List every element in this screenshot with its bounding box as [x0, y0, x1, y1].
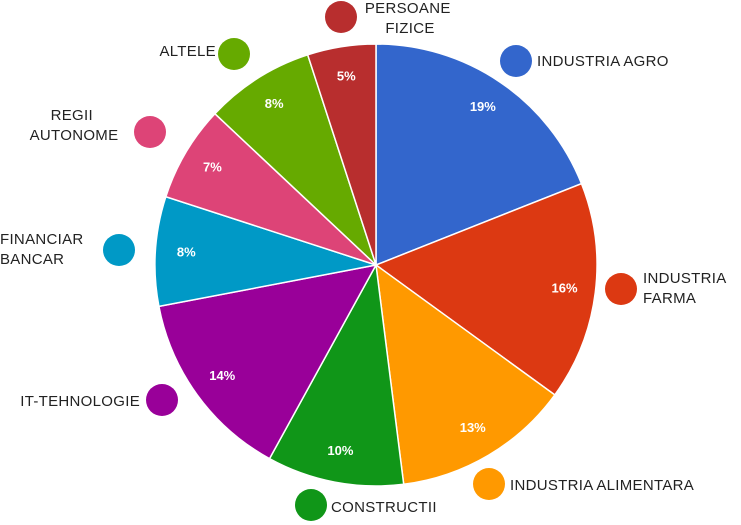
label-line: BANCAR	[0, 251, 64, 268]
percent-label: 19%	[470, 99, 496, 114]
percent-label: 5%	[337, 69, 356, 84]
pie-slice	[375, 263, 556, 486]
label-line: REGII	[51, 107, 98, 124]
legend-dot	[500, 45, 532, 77]
legend-dot	[146, 384, 178, 416]
legend-dot	[605, 273, 637, 305]
percent-label: 7%	[203, 160, 222, 175]
legend-dot	[325, 1, 357, 33]
label-line: AUTONOME	[30, 127, 119, 144]
legend-dot	[103, 234, 135, 266]
legend-dot	[134, 116, 166, 148]
percent-label: 10%	[327, 443, 353, 458]
label-line: FARMA	[643, 290, 696, 307]
pie-slice	[213, 53, 377, 266]
category-label: PERSOANE FIZICE	[365, 0, 455, 37]
pie-slice	[375, 43, 583, 267]
percent-label: 8%	[177, 245, 196, 260]
percent-label: 13%	[460, 420, 486, 435]
pie-slice	[374, 182, 598, 396]
label-line: FIZICE	[385, 20, 434, 37]
label-line: FINANCIAR	[0, 231, 88, 248]
label-line: PERSOANE	[365, 0, 455, 17]
percent-label: 8%	[265, 96, 284, 111]
pie-slice	[268, 262, 405, 487]
category-label: FINANCIAR BANCAR	[0, 231, 88, 268]
legend-dot	[295, 489, 327, 521]
category-label: INDUSTRIA ALIMENTARA	[510, 477, 694, 494]
percent-label: 16%	[552, 280, 578, 295]
category-label: ALTELE	[159, 43, 216, 60]
category-label: INDUSTRIA AGRO	[537, 53, 669, 70]
category-label: IT-TEHNOLOGIE	[20, 393, 140, 410]
pie-slice	[306, 43, 377, 266]
legend-dot	[218, 38, 250, 70]
pie-slice	[154, 195, 377, 308]
category-label: CONSTRUCTII	[331, 499, 437, 516]
category-label: REGII AUTONOME	[30, 107, 119, 144]
legend-dot	[473, 468, 505, 500]
pie-slice	[158, 263, 378, 460]
category-label: INDUSTRIA FARMA	[643, 270, 730, 307]
percent-label: 14%	[209, 368, 235, 383]
label-line: INDUSTRIA	[643, 270, 730, 287]
